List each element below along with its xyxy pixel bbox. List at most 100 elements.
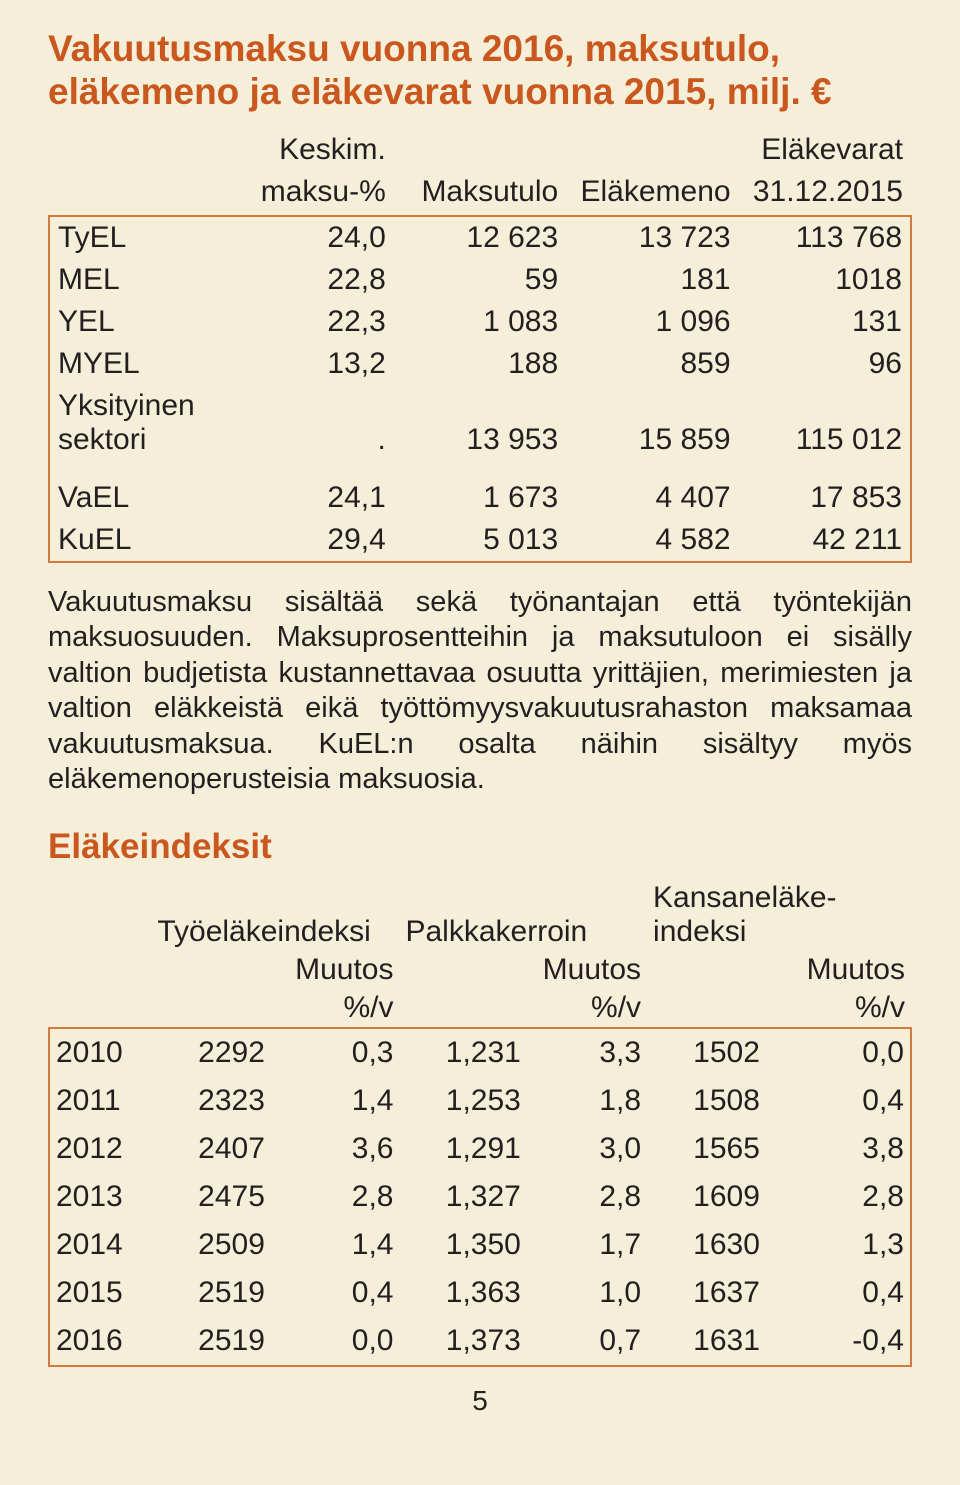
table-row: 2015 2519 0,4 1,363 1,0 1637 0,4 (49, 1269, 911, 1317)
cell-year: 2011 (49, 1077, 151, 1125)
t2-sub-pctv-1: %/v (271, 989, 400, 1028)
cell: 24,0 (239, 216, 394, 259)
cell-year: 2010 (49, 1028, 151, 1077)
cell: 859 (566, 343, 738, 385)
cell: 1,253 (399, 1077, 526, 1125)
t2-sub-pctv-2: %/v (527, 989, 647, 1028)
t2-h-tyoelake: Työeläkeindeksi (151, 879, 399, 951)
table-row: 2014 2509 1,4 1,350 1,7 1630 1,3 (49, 1221, 911, 1269)
cell: 1508 (647, 1077, 766, 1125)
t1-h2-elakemeno: Eläkemeno (566, 173, 738, 216)
cell: 4 582 (566, 519, 738, 562)
cell: 1 673 (394, 471, 566, 519)
table-row: 2016 2519 0,0 1,373 0,7 1631 -0,4 (49, 1317, 911, 1366)
t2-h-palkkakerroin: Palkkakerroin (399, 879, 647, 951)
cell: 12 623 (394, 216, 566, 259)
cell: 1,4 (271, 1221, 400, 1269)
cell: 1 083 (394, 301, 566, 343)
table-row: MYEL 13,2 188 859 96 (49, 343, 911, 385)
cell: 1609 (647, 1173, 766, 1221)
t1-h2-maksu: maksu-% (239, 173, 394, 216)
cell-year: 2015 (49, 1269, 151, 1317)
cell: 3,3 (527, 1028, 647, 1077)
cell-year: 2012 (49, 1125, 151, 1173)
cell: 13,2 (239, 343, 394, 385)
cell: 2509 (151, 1221, 271, 1269)
cell: 0,4 (271, 1269, 400, 1317)
cell: 29,4 (239, 519, 394, 562)
page-number: 5 (48, 1385, 912, 1417)
cell-year: 2014 (49, 1221, 151, 1269)
t1-h-keskim: Keskim. (239, 131, 394, 173)
cell: -0,4 (766, 1317, 911, 1366)
table-row: KuEL 29,4 5 013 4 582 42 211 (49, 519, 911, 562)
cell: 1631 (647, 1317, 766, 1366)
row-label-line2: sektori (58, 423, 146, 456)
cell: 1,0 (527, 1269, 647, 1317)
footnote-text: Vakuutusmaksu sisältää sekä työnantajan … (48, 585, 912, 797)
t1-h2-date: 31.12.2015 (739, 173, 911, 216)
cell: 1,291 (399, 1125, 526, 1173)
row-label: TyEL (49, 216, 239, 259)
row-label: MYEL (49, 343, 239, 385)
cell: 4 407 (566, 471, 738, 519)
table-row: MEL 22,8 59 181 1018 (49, 259, 911, 301)
cell: 96 (739, 343, 911, 385)
row-label: VaEL (49, 471, 239, 519)
cell: 188 (394, 343, 566, 385)
row-label: KuEL (49, 519, 239, 562)
cell: 17 853 (739, 471, 911, 519)
page-title: Vakuutusmaksu vuonna 2016, maksutulo, el… (48, 28, 912, 113)
row-label: MEL (49, 259, 239, 301)
cell: 1,373 (399, 1317, 526, 1366)
cell: 0,3 (271, 1028, 400, 1077)
cell: 1630 (647, 1221, 766, 1269)
t2-sub-muutos-3: Muutos (766, 951, 911, 989)
t1-h-empty (49, 131, 239, 173)
t2-sub-pctv-3: %/v (766, 989, 911, 1028)
cell: 2,8 (766, 1173, 911, 1221)
t1-h-elakevarat: Eläkevarat (739, 131, 911, 173)
cell: 3,8 (766, 1125, 911, 1173)
table-row: VaEL 24,1 1 673 4 407 17 853 (49, 471, 911, 519)
cell: 1018 (739, 259, 911, 301)
cell: 1,3 (766, 1221, 911, 1269)
cell: 181 (566, 259, 738, 301)
cell: 1 096 (566, 301, 738, 343)
table-row: 2011 2323 1,4 1,253 1,8 1508 0,4 (49, 1077, 911, 1125)
row-label-line1: Yksityinen (58, 389, 195, 422)
t2-h-kansanelake-l1: Kansaneläke- (653, 881, 836, 914)
cell: 2519 (151, 1269, 271, 1317)
cell: 0,7 (527, 1317, 647, 1366)
cell: 13 723 (566, 216, 738, 259)
cell: 0,0 (271, 1317, 400, 1366)
cell-year: 2013 (49, 1173, 151, 1221)
t1-h-blank3 (566, 131, 738, 173)
cell: 1,7 (527, 1221, 647, 1269)
cell: 1,8 (527, 1077, 647, 1125)
index-table: Työeläkeindeksi Palkkakerroin Kansaneläk… (48, 879, 912, 1367)
cell: 1,231 (399, 1028, 526, 1077)
t2-sub-muutos-1: Muutos (271, 951, 400, 989)
cell: 5 013 (394, 519, 566, 562)
t1-h2-maksutulo: Maksutulo (394, 173, 566, 216)
cell: . (239, 385, 394, 471)
cell: 1,350 (399, 1221, 526, 1269)
cell: 2475 (151, 1173, 271, 1221)
cell: 131 (739, 301, 911, 343)
t1-h2-empty (49, 173, 239, 216)
cell: 0,0 (766, 1028, 911, 1077)
table-row: 2013 2475 2,8 1,327 2,8 1609 2,8 (49, 1173, 911, 1221)
cell: 22,3 (239, 301, 394, 343)
cell: 2407 (151, 1125, 271, 1173)
table-row: TyEL 24,0 12 623 13 723 113 768 (49, 216, 911, 259)
cell: 1637 (647, 1269, 766, 1317)
cell: 113 768 (739, 216, 911, 259)
cell: 1,363 (399, 1269, 526, 1317)
document-page: Vakuutusmaksu vuonna 2016, maksutulo, el… (0, 0, 960, 1485)
cell: 1565 (647, 1125, 766, 1173)
cell: 2323 (151, 1077, 271, 1125)
cell: 2519 (151, 1317, 271, 1366)
table-row: 2012 2407 3,6 1,291 3,0 1565 3,8 (49, 1125, 911, 1173)
insurance-table: Keskim. Eläkevarat maksu-% Maksutulo Elä… (48, 131, 912, 563)
